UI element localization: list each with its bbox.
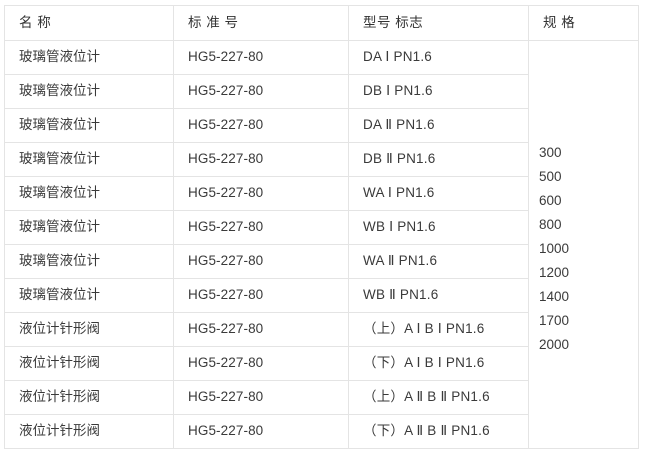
cell-standard-no: HG5-227-80 — [173, 176, 349, 211]
cell-standard-no: HG5-227-80 — [173, 244, 349, 279]
cell-model-mark: WB Ⅱ PN1.6 — [348, 278, 529, 313]
cell-model-mark: WB Ⅰ PN1.6 — [348, 210, 529, 245]
cell-model-mark: WA Ⅰ PN1.6 — [348, 176, 529, 211]
cell-model-mark: （上）A Ⅱ B Ⅱ PN1.6 — [348, 380, 529, 415]
cell-standard-no: HG5-227-80 — [173, 380, 349, 415]
column-header-spec: 规 格 — [528, 5, 639, 41]
cell-model-mark: DA Ⅰ PN1.6 — [348, 40, 529, 75]
cell-model-mark: （上）A Ⅰ B Ⅰ PN1.6 — [348, 312, 529, 347]
table-header: 名 称 标 准 号 型号 标志 规 格 — [4, 5, 639, 41]
cell-standard-no: HG5-227-80 — [173, 40, 349, 75]
spec-value-list: 300 500 600 800 1000 1200 1400 1700 2000 — [539, 141, 569, 357]
cell-standard-no: HG5-227-80 — [173, 414, 349, 449]
table-row: 液位计针形阀 HG5-227-80 （下）A Ⅱ B Ⅱ PN1.6 — [4, 414, 639, 449]
table-row: 玻璃管液位计 HG5-227-80 DA Ⅱ PN1.6 — [4, 108, 639, 143]
column-header-name: 名 称 — [4, 5, 174, 41]
spec-value-item: 500 — [539, 169, 562, 184]
table-row: 液位计针形阀 HG5-227-80 （下）A Ⅰ B Ⅰ PN1.6 — [4, 346, 639, 381]
cell-product-name: 玻璃管液位计 — [4, 108, 174, 143]
cell-standard-no: HG5-227-80 — [173, 346, 349, 381]
table-row: 玻璃管液位计 HG5-227-80 WA Ⅰ PN1.6 — [4, 176, 639, 211]
table-header-row: 名 称 标 准 号 型号 标志 规 格 — [4, 5, 639, 41]
cell-standard-no: HG5-227-80 — [173, 142, 349, 177]
cell-model-mark: DA Ⅱ PN1.6 — [348, 108, 529, 143]
cell-model-mark: DB Ⅰ PN1.6 — [348, 74, 529, 109]
cell-model-mark: WA Ⅱ PN1.6 — [348, 244, 529, 279]
cell-product-name: 液位计针形阀 — [4, 380, 174, 415]
cell-product-name: 玻璃管液位计 — [4, 210, 174, 245]
spec-value-item: 800 — [539, 217, 562, 232]
spec-table-container: 名 称 标 准 号 型号 标志 规 格 玻璃管液位计 HG5-227-80 DA Ⅰ… — [4, 5, 639, 449]
cell-product-name: 玻璃管液位计 — [4, 278, 174, 313]
table-row: 液位计针形阀 HG5-227-80 （上）A Ⅰ B Ⅰ PN1.6 — [4, 312, 639, 347]
table-body: 玻璃管液位计 HG5-227-80 DA Ⅰ PN1.6 300 500 600 800 10… — [4, 40, 639, 449]
cell-model-mark: （下）A Ⅱ B Ⅱ PN1.6 — [348, 414, 529, 449]
cell-model-mark: （下）A Ⅰ B Ⅰ PN1.6 — [348, 346, 529, 381]
table-row: 玻璃管液位计 HG5-227-80 DA Ⅰ PN1.6 300 500 600 800 10… — [4, 40, 639, 449]
spec-value-item: 1700 — [539, 313, 570, 328]
cell-standard-no: HG5-227-80 — [173, 210, 349, 245]
spec-value-item: 2000 — [539, 337, 570, 352]
column-header-standard-no: 标 准 号 — [173, 5, 349, 41]
spec-value-item: 1000 — [539, 241, 570, 256]
table-row: 玻璃管液位计 HG5-227-80 WA Ⅱ PN1.6 — [4, 244, 639, 279]
table-row: 玻璃管液位计 HG5-227-80 DB Ⅱ PN1.6 — [4, 142, 639, 177]
cell-standard-no: HG5-227-80 — [173, 108, 349, 143]
column-header-model-mark: 型号 标志 — [348, 5, 529, 41]
cell-standard-no: HG5-227-80 — [173, 74, 349, 109]
cell-product-name: 玻璃管液位计 — [4, 244, 174, 279]
cell-standard-no: HG5-227-80 — [173, 278, 349, 313]
cell-product-name: 液位计针形阀 — [4, 346, 174, 381]
cell-model-mark: DB Ⅱ PN1.6 — [348, 142, 529, 177]
table-row: 玻璃管液位计 HG5-227-80 WB Ⅰ PN1.6 — [4, 210, 639, 245]
cell-spec-list: 300 500 600 800 1000 1200 1400 1700 2000 — [528, 40, 639, 449]
product-spec-table: 名 称 标 准 号 型号 标志 规 格 玻璃管液位计 HG5-227-80 DA Ⅰ… — [4, 5, 639, 449]
cell-product-name: 玻璃管液位计 — [4, 176, 174, 211]
spec-value-item: 1400 — [539, 289, 570, 304]
spec-value-item: 300 — [539, 145, 562, 160]
cell-product-name: 玻璃管液位计 — [4, 74, 174, 109]
spec-value-item: 600 — [539, 193, 562, 208]
cell-product-name: 玻璃管液位计 — [4, 40, 174, 75]
spec-value-item: 1200 — [539, 265, 570, 280]
cell-product-name: 液位计针形阀 — [4, 312, 174, 347]
cell-product-name: 玻璃管液位计 — [4, 142, 174, 177]
table-row: 玻璃管液位计 HG5-227-80 WB Ⅱ PN1.6 — [4, 278, 639, 313]
table-row: 液位计针形阀 HG5-227-80 （上）A Ⅱ B Ⅱ PN1.6 — [4, 380, 639, 415]
cell-standard-no: HG5-227-80 — [173, 312, 349, 347]
cell-product-name: 液位计针形阀 — [4, 414, 174, 449]
